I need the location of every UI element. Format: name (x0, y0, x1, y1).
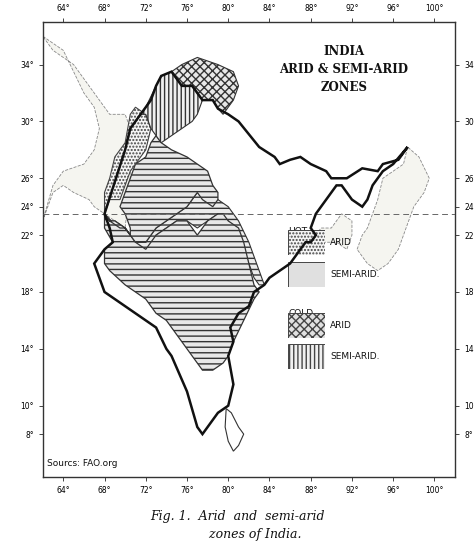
Text: COLD: COLD (288, 310, 313, 318)
Polygon shape (105, 192, 264, 285)
Polygon shape (141, 72, 202, 142)
Polygon shape (357, 147, 429, 271)
Text: SEMI-ARID.: SEMI-ARID. (330, 352, 380, 362)
Text: HOT: HOT (288, 227, 307, 236)
Text: ARID: ARID (330, 321, 352, 329)
Polygon shape (105, 136, 218, 242)
Text: INDIA
ARID & SEMI-ARID
ZONES: INDIA ARID & SEMI-ARID ZONES (279, 45, 408, 94)
Polygon shape (225, 409, 244, 451)
Polygon shape (311, 214, 352, 249)
Text: SEMI-ARID.: SEMI-ARID. (330, 270, 380, 278)
Text: ARID: ARID (330, 238, 352, 247)
Polygon shape (43, 36, 130, 228)
Text: Fig. 1.  Arid  and  semi-arid
         zones of India.: Fig. 1. Arid and semi-arid zones of Indi… (150, 510, 324, 541)
Polygon shape (105, 107, 151, 214)
Text: Sourcs: FAO.org: Sourcs: FAO.org (47, 459, 117, 467)
Polygon shape (105, 214, 259, 370)
Polygon shape (172, 58, 238, 115)
